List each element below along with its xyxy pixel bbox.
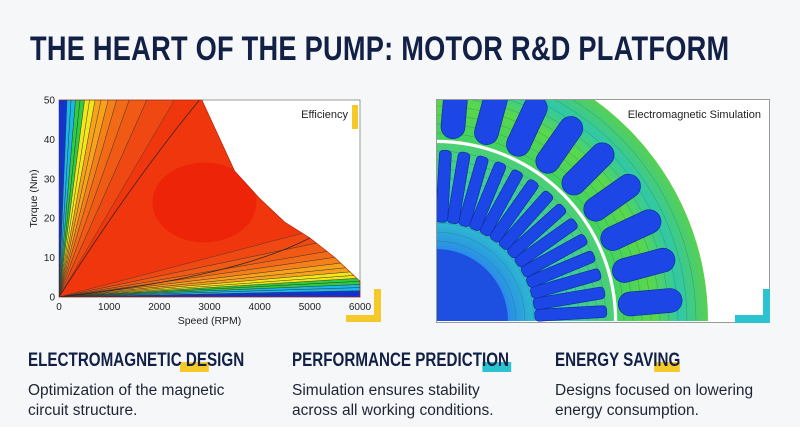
feature-text: Designs focused on lowering [555, 382, 754, 399]
flux-line [572, 100, 697, 322]
flux-line [437, 222, 535, 322]
flux-line [437, 159, 598, 322]
rotor-slot [437, 149, 452, 223]
accent-corner [374, 289, 381, 322]
x-axis-label: Speed (RPM) [178, 315, 242, 327]
x-tick-label: 5000 [299, 302, 322, 313]
rotor-slot [446, 151, 471, 225]
simulation-label: Electromagnetic Simulation [628, 109, 761, 121]
flux-line [437, 231, 526, 322]
rotor-slot [520, 234, 588, 278]
flux-line [437, 240, 517, 322]
feature-text: circuit structure. [28, 402, 138, 419]
stator-slot [600, 209, 662, 251]
x-tick-label: 4000 [249, 302, 272, 313]
stator-slot [583, 173, 641, 222]
rotor-slot [469, 161, 507, 231]
rotor-slot [532, 286, 606, 311]
x-tick-label: 3000 [198, 302, 221, 313]
efficiency-contour-band [59, 217, 360, 297]
feature-text: across all working conditions. [292, 402, 494, 419]
accent-corner [346, 315, 381, 322]
rotor-slot [534, 305, 608, 322]
stator-slot [506, 100, 548, 157]
shaft [437, 249, 508, 321]
accent-bar [352, 105, 358, 129]
chart-label: Efficiency [301, 109, 348, 121]
stator-slot [440, 100, 469, 140]
y-tick-label: 10 [44, 253, 56, 264]
x-tick-label: 6000 [349, 302, 372, 313]
efficiency-contour-band [59, 100, 175, 297]
feature-heading: ENERGY SAVING [555, 350, 681, 371]
stator-slot [612, 247, 676, 283]
air-gap-arc [437, 139, 618, 322]
rotor-slot [530, 268, 602, 299]
feature-electromagnetic-design: ELECTROMAGNETIC DESIGN Optimization of t… [28, 350, 298, 419]
em-simulation-image: Electromagnetic Simulation [436, 99, 770, 323]
rotor-slot [514, 218, 578, 268]
y-tick-label: 40 [44, 135, 56, 146]
feature-text: Optimization of the magnetic [28, 382, 225, 399]
stator-slot [474, 100, 510, 145]
flux-line [437, 150, 607, 322]
efficiency-map-chart: 0 1000 2000 3000 4000 5000 6000 0 10 20 30 40 50 Spee… [28, 96, 381, 327]
peak-efficiency-region [152, 162, 257, 243]
stator-slot [535, 116, 584, 174]
x-tick-label: 0 [56, 302, 62, 313]
efficiency-contour-line [59, 100, 200, 297]
accent-corner [763, 289, 770, 323]
rotor-slot [526, 250, 596, 288]
rotor-slot [458, 155, 489, 227]
flux-line [554, 100, 688, 322]
rotor-slot [489, 179, 539, 243]
accent-corner [735, 315, 770, 323]
rotor-slot [498, 190, 554, 250]
stator-slot [561, 142, 615, 196]
stator-slot [617, 288, 683, 317]
x-tick-label: 2000 [148, 302, 171, 313]
heading-highlight [654, 362, 680, 372]
heading-highlight [482, 362, 512, 372]
efficiency-contour-line [59, 237, 310, 297]
y-axis-label: Torque (Nm) [28, 169, 40, 227]
feature-text: Simulation ensures stability [292, 382, 480, 399]
rotor-slot [479, 169, 523, 237]
y-tick-label: 30 [44, 174, 56, 185]
y-tick-label: 20 [44, 214, 56, 225]
envelope-line [59, 99, 361, 298]
rotor-slot [507, 203, 567, 259]
feature-heading: ELECTROMAGNETIC DESIGN [28, 350, 245, 371]
heading-highlight [180, 362, 209, 372]
feature-heading: PERFORMANCE PREDICTION [292, 350, 510, 371]
x-tick-label: 1000 [98, 302, 121, 313]
feature-energy-saving: ENERGY SAVING Designs focused on lowerin… [555, 350, 753, 419]
page-title: THE HEART OF THE PUMP: MOTOR R&D PLATFOR… [30, 30, 730, 68]
feature-performance-prediction: PERFORMANCE PREDICTION Simulation ensure… [292, 350, 563, 419]
flux-line [437, 168, 589, 322]
feature-text: energy consumption. [555, 402, 699, 419]
flux-line [437, 177, 580, 322]
y-tick-label: 0 [49, 293, 55, 304]
y-tick-label: 50 [44, 96, 56, 107]
